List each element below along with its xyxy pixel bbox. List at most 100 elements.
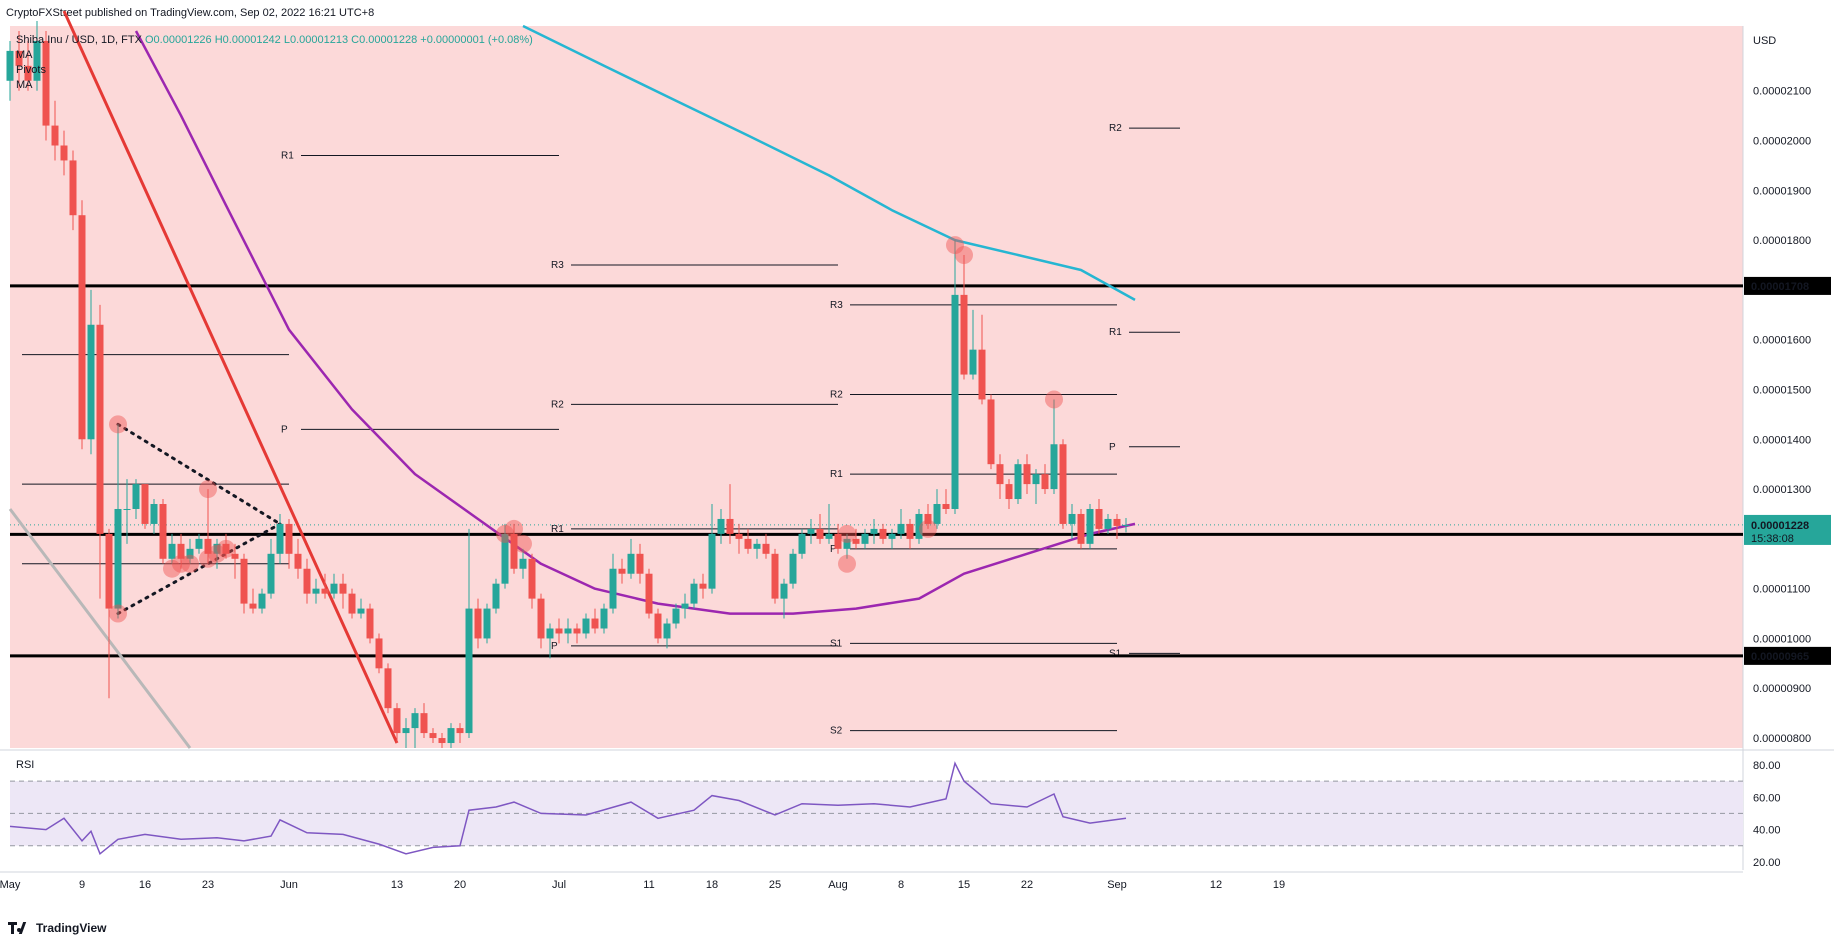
candle-body xyxy=(312,588,320,594)
candle-body xyxy=(1050,444,1058,490)
pivot-label: S1 xyxy=(1109,648,1122,659)
legend-indicator-ma-1[interactable]: MA xyxy=(16,49,33,61)
candle-body xyxy=(1014,464,1022,500)
candle-body xyxy=(834,533,842,549)
candle-body xyxy=(384,668,392,709)
pivot-label: R2 xyxy=(830,389,843,400)
candle-body xyxy=(393,708,401,734)
candle-body xyxy=(483,608,491,639)
key-level-tag xyxy=(1744,276,1831,295)
candle-body xyxy=(96,324,104,534)
tradingview-brand: TradingView xyxy=(36,921,107,935)
candle-body xyxy=(897,523,905,534)
candle-body xyxy=(258,593,266,609)
candle-body xyxy=(843,538,851,549)
candle-body xyxy=(240,558,248,604)
highlight-marker xyxy=(919,519,937,538)
legend-close: C0.00001228 xyxy=(351,34,418,46)
candle-body xyxy=(861,533,869,544)
candle-body xyxy=(429,733,437,739)
rsi-tick-label: 80.00 xyxy=(1753,760,1781,772)
x-tick-label: Aug xyxy=(828,879,848,891)
candle-body xyxy=(339,583,347,594)
candle-body xyxy=(1068,513,1076,524)
candle-body xyxy=(528,558,536,599)
candle-body xyxy=(969,349,977,375)
candle-body xyxy=(978,349,986,400)
candle-body xyxy=(798,533,806,554)
x-tick-label: 11 xyxy=(643,879,654,891)
candle-body xyxy=(168,543,176,559)
candle-body xyxy=(267,553,275,594)
candle-body xyxy=(87,324,95,440)
highlight-marker xyxy=(838,554,856,573)
chart-legend: Shiba Inu / USD, 1D, FTX O0.00001226 H0.… xyxy=(16,33,533,93)
x-tick-label: 19 xyxy=(1273,879,1285,891)
pivot-label: R3 xyxy=(551,260,564,271)
candle-body xyxy=(501,533,509,584)
candle-body xyxy=(294,553,302,569)
candle-body xyxy=(123,508,131,510)
legend-symbol[interactable]: Shiba Inu / USD, 1D, FTX xyxy=(16,34,142,46)
x-tick-label: 18 xyxy=(706,879,718,891)
legend-low: L0.00001213 xyxy=(283,34,349,46)
x-tick-label: 22 xyxy=(1021,879,1033,891)
candle-body xyxy=(1113,518,1121,526)
candle-body xyxy=(1095,508,1103,529)
last-price-tag xyxy=(1744,514,1831,545)
candle-body xyxy=(231,553,239,559)
candle-body xyxy=(330,583,338,594)
highlight-marker xyxy=(946,236,964,255)
tradingview-logo-icon xyxy=(8,922,30,934)
candle-body xyxy=(807,528,815,534)
candle-body xyxy=(663,623,671,639)
candle-body xyxy=(69,160,77,216)
candle-body xyxy=(15,50,23,66)
highlight-marker xyxy=(199,549,217,568)
pivot-label: R2 xyxy=(1109,123,1122,134)
y-tick-label: 0.00000800 xyxy=(1753,733,1811,745)
candle-body xyxy=(1104,518,1112,529)
candle-body xyxy=(276,523,284,554)
moving-average-slow xyxy=(522,24,1136,301)
candle-body xyxy=(510,533,518,569)
candle-body xyxy=(609,568,617,609)
legend-indicator-ma-2[interactable]: MA xyxy=(16,79,33,91)
highlight-marker xyxy=(496,524,514,543)
pivot-label: R1 xyxy=(830,469,843,480)
candle-body xyxy=(1041,474,1049,490)
pivot-label: R1 xyxy=(281,150,294,161)
candle-body xyxy=(627,553,635,574)
candle-body xyxy=(717,518,725,534)
highlight-marker xyxy=(955,246,973,265)
candle-body xyxy=(519,558,527,569)
highlight-marker xyxy=(172,554,190,573)
x-tick-label: 23 xyxy=(202,879,214,891)
candle-body xyxy=(852,538,860,544)
candle-body xyxy=(420,713,428,734)
pivot-label: R2 xyxy=(551,399,564,410)
candle-body xyxy=(42,40,50,126)
candle-body xyxy=(492,583,500,609)
candle-body xyxy=(1086,508,1094,544)
candle-body xyxy=(348,593,356,614)
price-pane-background xyxy=(10,26,1743,748)
candle-body xyxy=(708,533,716,589)
y-tick-label: 0.00001400 xyxy=(1753,434,1811,446)
x-tick-label: 8 xyxy=(898,879,904,891)
candle-body xyxy=(249,603,257,609)
x-tick-label: 16 xyxy=(139,879,151,891)
legend-indicator-pivots[interactable]: Pivots xyxy=(16,64,46,76)
price-chart[interactable]: R1 P R3 R2 R1 P R3 R2 R1 P S1 S2 R2 R1 P S1 USD 0.000021… xyxy=(0,0,1834,920)
candle-body xyxy=(780,583,788,599)
candle-body xyxy=(303,568,311,594)
bar-countdown: 15:38:08 xyxy=(1751,533,1794,545)
candle-body xyxy=(816,528,824,539)
pivot-label: R1 xyxy=(1109,327,1122,338)
candle-body xyxy=(1005,484,1013,500)
tradingview-logo[interactable]: TradingView xyxy=(8,921,106,935)
candle-body xyxy=(78,215,86,440)
candle-body xyxy=(537,598,545,639)
rsi-pane-label[interactable]: RSI xyxy=(16,759,35,771)
key-level-tag xyxy=(1744,646,1831,665)
